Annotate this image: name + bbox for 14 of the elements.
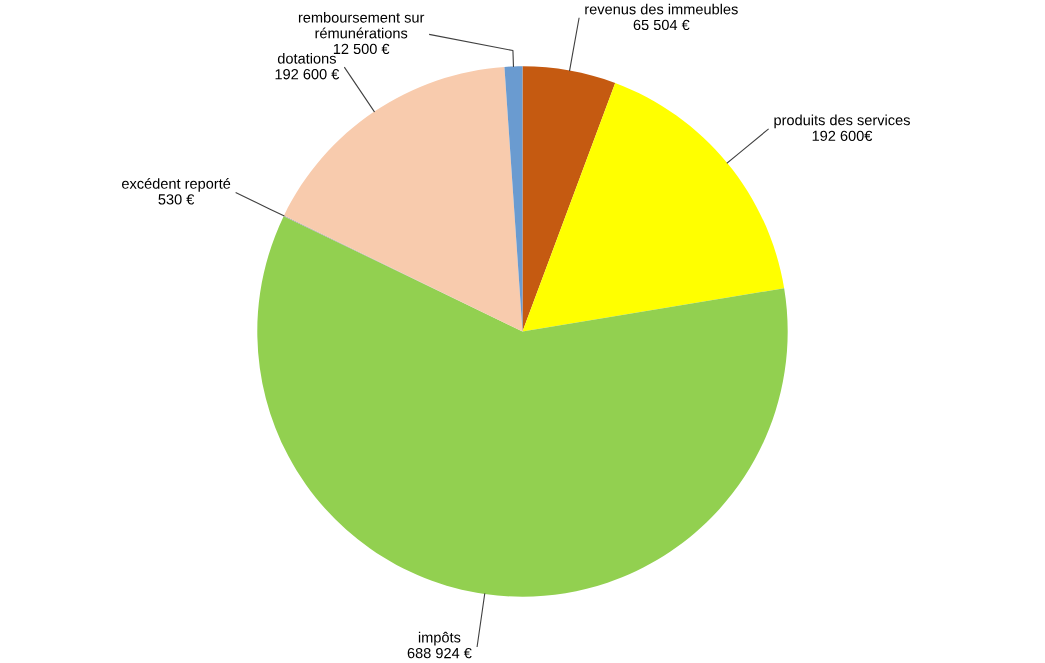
pie-slice xyxy=(257,216,788,597)
slice-label: excédent reporté xyxy=(122,177,231,192)
data-label: 65 504 € xyxy=(633,19,690,31)
slice-label: produits des services xyxy=(774,114,910,129)
slice-label: revenus des immeubles xyxy=(585,3,738,15)
data-label: 530 € xyxy=(158,194,195,205)
pie-slice xyxy=(522,66,616,332)
data-label: 192 600€ xyxy=(812,130,873,141)
slice-label: remboursement sur rémunérations xyxy=(298,11,425,39)
data-label: 688 924 € xyxy=(407,647,472,659)
data-label: 12 500 € xyxy=(333,43,390,55)
slice-label: dotations xyxy=(277,52,336,64)
slice-label: impôts xyxy=(418,631,461,646)
data-label: 192 600 € xyxy=(275,69,340,80)
